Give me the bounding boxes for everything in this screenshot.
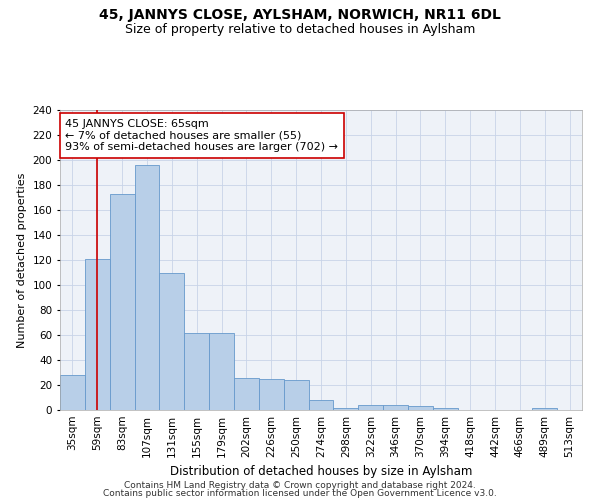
Bar bbox=[234, 378, 259, 410]
X-axis label: Distribution of detached houses by size in Aylsham: Distribution of detached houses by size … bbox=[170, 466, 472, 478]
Bar bbox=[60, 375, 85, 410]
Bar bbox=[284, 380, 308, 410]
Bar bbox=[308, 400, 334, 410]
Bar bbox=[160, 272, 184, 410]
Bar bbox=[209, 332, 234, 410]
Bar bbox=[85, 259, 110, 410]
Text: 45, JANNYS CLOSE, AYLSHAM, NORWICH, NR11 6DL: 45, JANNYS CLOSE, AYLSHAM, NORWICH, NR11… bbox=[99, 8, 501, 22]
Bar bbox=[532, 408, 557, 410]
Y-axis label: Number of detached properties: Number of detached properties bbox=[17, 172, 27, 348]
Text: 45 JANNYS CLOSE: 65sqm
← 7% of detached houses are smaller (55)
93% of semi-deta: 45 JANNYS CLOSE: 65sqm ← 7% of detached … bbox=[65, 119, 338, 152]
Bar bbox=[433, 408, 458, 410]
Text: Size of property relative to detached houses in Aylsham: Size of property relative to detached ho… bbox=[125, 22, 475, 36]
Text: Contains public sector information licensed under the Open Government Licence v3: Contains public sector information licen… bbox=[103, 488, 497, 498]
Bar bbox=[358, 405, 383, 410]
Bar bbox=[110, 194, 134, 410]
Bar bbox=[134, 165, 160, 410]
Bar bbox=[383, 405, 408, 410]
Bar bbox=[408, 406, 433, 410]
Bar bbox=[259, 379, 284, 410]
Bar bbox=[184, 332, 209, 410]
Text: Contains HM Land Registry data © Crown copyright and database right 2024.: Contains HM Land Registry data © Crown c… bbox=[124, 481, 476, 490]
Bar bbox=[334, 408, 358, 410]
